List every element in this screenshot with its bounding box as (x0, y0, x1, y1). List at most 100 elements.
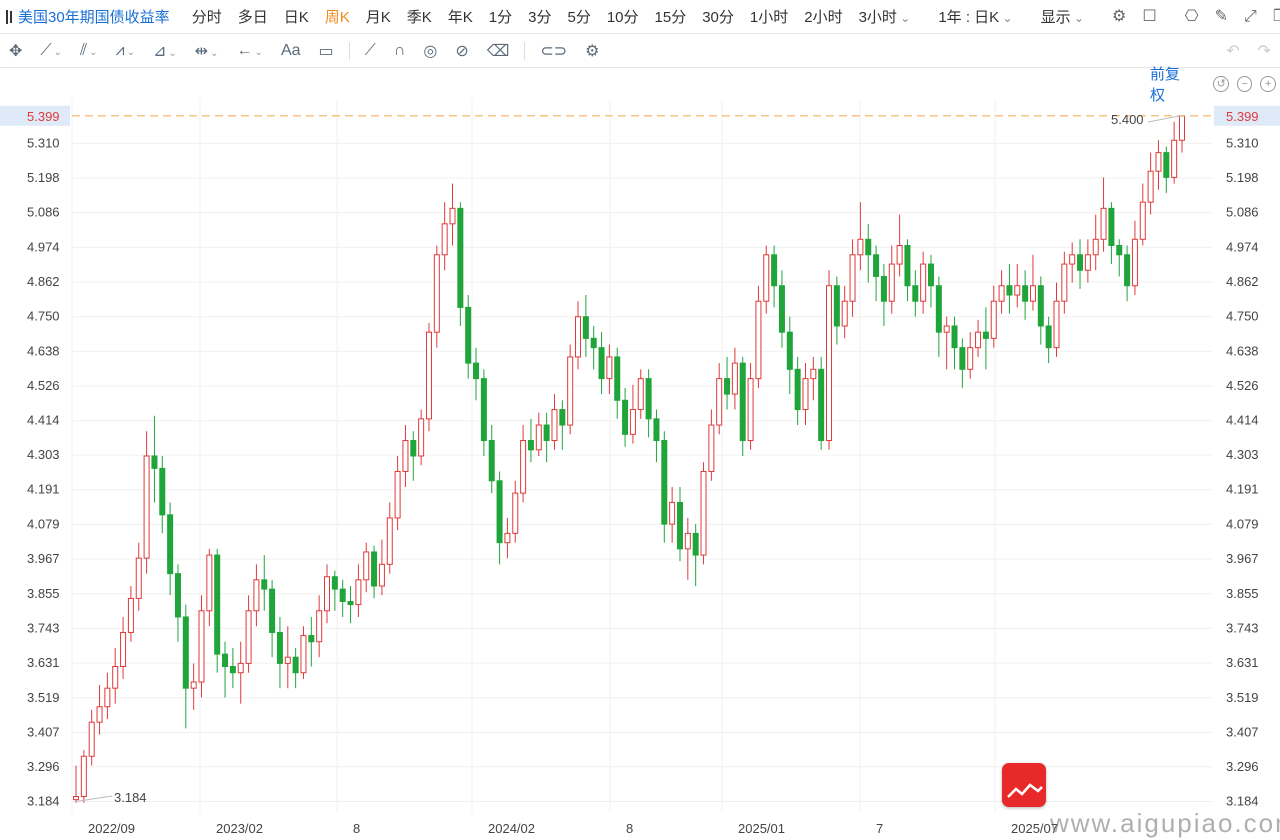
candle-body[interactable] (347, 600, 354, 606)
candle-body[interactable] (339, 588, 346, 602)
candle-body[interactable] (857, 238, 864, 256)
period-tab[interactable]: 周K (324, 9, 350, 26)
candle-body[interactable] (418, 418, 425, 457)
period-tab[interactable]: 1小时 (749, 9, 789, 26)
candle-body[interactable] (1171, 139, 1178, 178)
candle-body[interactable] (951, 325, 958, 349)
candle-body[interactable] (378, 563, 385, 587)
candle-body[interactable] (1108, 207, 1115, 246)
candle-body[interactable] (151, 455, 158, 469)
candle-body[interactable] (135, 557, 142, 599)
candle-body[interactable] (425, 331, 432, 420)
candle-body[interactable] (975, 331, 982, 349)
candle-body[interactable] (959, 347, 966, 370)
candle-body[interactable] (371, 551, 378, 587)
candle-body[interactable] (1084, 254, 1091, 271)
candle-body[interactable] (229, 666, 236, 674)
candle-body[interactable] (582, 316, 589, 339)
undo-icon[interactable]: ↶ (1226, 42, 1240, 60)
candle-body[interactable] (104, 687, 111, 708)
redo-icon[interactable]: ↷ (1257, 42, 1271, 60)
candle-body[interactable] (1139, 201, 1146, 240)
candle-body[interactable] (1124, 254, 1131, 287)
candle-body[interactable] (927, 263, 934, 287)
candle-body[interactable] (182, 616, 189, 689)
candle-body[interactable] (708, 424, 715, 472)
candle-body[interactable] (1116, 244, 1123, 256)
period-tab[interactable]: 3分 (528, 9, 552, 26)
candle-body[interactable] (982, 331, 989, 339)
candle-body[interactable] (324, 576, 331, 612)
candle-body[interactable] (692, 532, 699, 556)
candle-body[interactable] (237, 662, 244, 674)
candle-body[interactable] (1014, 285, 1021, 296)
window-icon[interactable]: ❐ (1273, 6, 1280, 28)
candle-body[interactable] (1077, 254, 1084, 271)
candle-body[interactable] (622, 399, 629, 435)
magnet-icon[interactable]: ∩ (393, 41, 406, 59)
candle-body[interactable] (253, 579, 260, 612)
candle-body[interactable] (904, 244, 911, 287)
comment-tool-icon[interactable]: ▭ (318, 42, 334, 60)
candle-body[interactable] (1147, 170, 1154, 203)
candle-body[interactable] (810, 368, 817, 380)
candle-body[interactable] (457, 207, 464, 308)
candle-body[interactable] (88, 721, 95, 757)
period-tab[interactable]: 日K (283, 9, 309, 26)
candle-body[interactable] (120, 631, 127, 668)
candle-body[interactable] (1155, 152, 1162, 172)
candle-body[interactable] (276, 631, 283, 664)
candle-body[interactable] (1053, 300, 1060, 349)
candle-body[interactable] (841, 300, 848, 327)
candle-body[interactable] (935, 285, 942, 333)
wave-tool-icon[interactable]: ⩘ ⌄ (115, 41, 135, 59)
period-tab[interactable]: 10分 (606, 9, 639, 26)
candle-body[interactable] (747, 378, 754, 442)
period-tab[interactable]: 年K (447, 9, 473, 26)
candle-body[interactable] (496, 480, 503, 544)
candle-body[interactable] (331, 576, 338, 590)
period-tab[interactable]: 5分 (567, 9, 591, 26)
measure-tool-icon[interactable]: ⇹ ⌄ (194, 42, 219, 60)
candle-body[interactable] (308, 635, 315, 643)
candle-body[interactable] (826, 285, 833, 442)
candle-body[interactable] (222, 653, 229, 668)
candle-body[interactable] (214, 554, 221, 655)
candle-body[interactable] (771, 254, 778, 287)
link-icon[interactable]: ⊂⊃ (540, 42, 568, 60)
period-tab[interactable]: 季K (406, 9, 432, 26)
candle-body[interactable] (896, 244, 903, 265)
candle-body[interactable] (967, 347, 974, 370)
candle-body[interactable] (527, 440, 534, 451)
move-icon[interactable]: ✥ (9, 42, 23, 60)
candle-body[interactable] (849, 254, 856, 302)
sidebar-toggle-icon[interactable] (6, 9, 12, 24)
candle-body[interactable] (206, 554, 213, 612)
candle-body[interactable] (700, 470, 707, 556)
period-tab[interactable]: 30分 (702, 9, 734, 26)
layout-icon[interactable]: ☐ (1142, 7, 1157, 25)
candle-body[interactable] (1069, 254, 1076, 265)
candle-body[interactable] (873, 254, 880, 277)
candle-body[interactable] (127, 597, 134, 633)
period-tab[interactable]: 15分 (654, 9, 687, 26)
candle-body[interactable] (575, 316, 582, 358)
candle-body[interactable] (943, 325, 950, 333)
candle-body[interactable] (80, 755, 87, 798)
candle-body[interactable] (716, 378, 723, 426)
candle-body[interactable] (1092, 238, 1099, 256)
adjust-selector[interactable]: 前复权 (1150, 66, 1181, 104)
candle-body[interactable] (174, 573, 181, 618)
candle-body[interactable] (284, 656, 291, 664)
candle-body[interactable] (731, 362, 738, 395)
hide-icon[interactable]: ⊘ (455, 42, 469, 60)
range-selector[interactable]: 1年 : 日K (938, 6, 1012, 27)
candle-body[interactable] (794, 368, 801, 411)
candle-body[interactable] (551, 409, 558, 442)
candle-body[interactable] (1131, 238, 1138, 287)
candle-body[interactable] (261, 579, 268, 590)
candle-body[interactable] (1037, 285, 1044, 327)
candle-body[interactable] (920, 263, 927, 302)
candle-body[interactable] (543, 424, 550, 442)
candle-body[interactable] (614, 356, 621, 401)
